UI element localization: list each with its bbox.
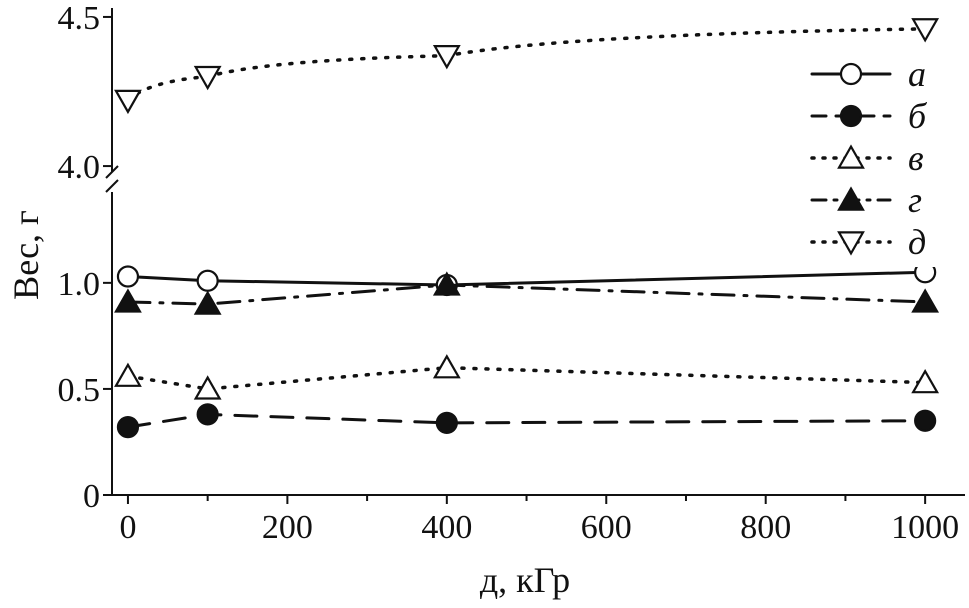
y-tick-label: 1.0 (58, 266, 101, 303)
axes: 0 200 400 600 800 1000 0 0.5 1.0 4.0 4.5 (58, 0, 965, 546)
data-point (193, 65, 222, 91)
data-point (911, 368, 940, 394)
data-point (114, 89, 142, 115)
legend-marker (837, 231, 865, 256)
legend-marker (837, 186, 865, 211)
data-point (911, 288, 940, 313)
series-в (114, 354, 940, 400)
y-tick-label: 4.5 (58, 0, 101, 37)
x-tick-label: 400 (421, 509, 472, 546)
x-tick-label: 0 (119, 509, 136, 546)
legend-label: д (908, 222, 926, 262)
legend-marker (839, 62, 863, 86)
legend-label: г (908, 180, 922, 220)
axis-break-mark (105, 179, 119, 193)
legend-label: в (908, 138, 924, 178)
legend-marker (839, 104, 863, 128)
legend-item: в (810, 138, 924, 178)
series-г (114, 271, 940, 315)
series-line (126, 283, 927, 306)
y-tick-label: 4.0 (58, 149, 101, 186)
data-point (193, 375, 222, 400)
y-tick-label: 0 (83, 478, 100, 515)
data-point (432, 271, 461, 296)
y-tick-label: 0.5 (58, 372, 101, 409)
x-tick-label: 200 (262, 509, 313, 546)
data-point (193, 290, 222, 315)
x-tick-label: 1000 (891, 509, 959, 546)
legend-item: д (810, 222, 926, 262)
data-point (911, 18, 940, 43)
data-point (914, 409, 937, 432)
data-point (196, 269, 219, 292)
legend-background (805, 52, 957, 267)
x-tick-label: 800 (740, 509, 791, 546)
legend-item: а (810, 54, 926, 94)
y-axis-label: Вес, г (6, 210, 46, 300)
legend-item: б (810, 96, 928, 136)
series-д (114, 18, 940, 115)
data-point (116, 265, 140, 288)
series-line (126, 270, 927, 287)
legend-label: а (908, 54, 926, 94)
data-point (116, 416, 140, 439)
series-line (126, 27, 927, 103)
series-а (116, 261, 937, 297)
series-б (116, 403, 937, 439)
series-line (126, 365, 927, 391)
data-point (435, 411, 458, 434)
axis-break-mark (105, 165, 119, 179)
data-point (196, 403, 219, 426)
data-point (114, 288, 142, 313)
series-line (126, 412, 927, 429)
series-layer (114, 18, 940, 439)
data-point (114, 362, 142, 387)
x-tick-label: 600 (581, 509, 632, 546)
data-point (432, 354, 461, 379)
legend-marker (837, 144, 865, 169)
x-axis-label: д, кГр (480, 560, 570, 600)
legend-label: б (908, 96, 928, 136)
data-point (432, 45, 461, 70)
legend-item: г (810, 180, 922, 220)
